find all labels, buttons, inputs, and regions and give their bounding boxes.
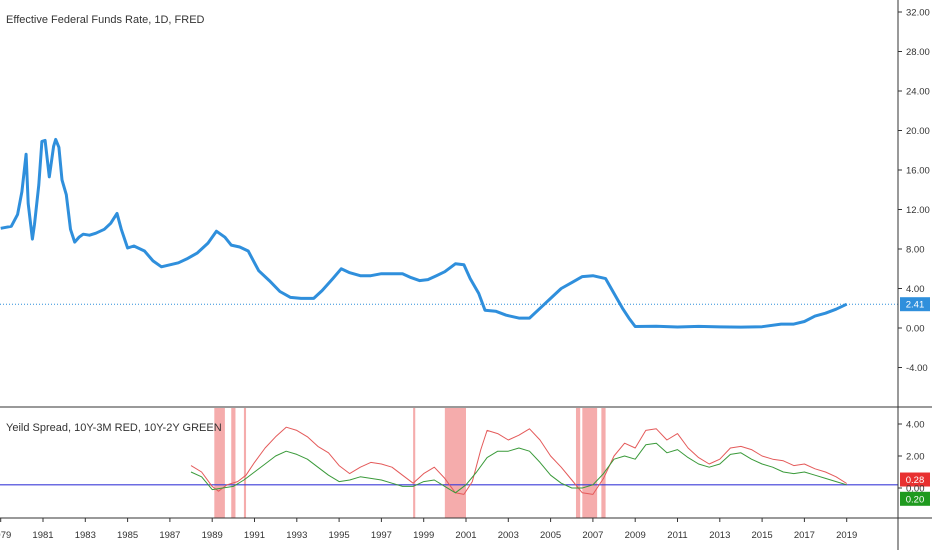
x-tick-label: 1985 — [117, 530, 138, 541]
inversion-shade — [243, 408, 247, 518]
inversion-shade — [575, 408, 581, 518]
spread-last-value-badge — [900, 472, 930, 487]
inversion-shade — [231, 408, 236, 518]
y-tick-label: 24.00 — [906, 87, 930, 98]
x-tick-label: 1983 — [75, 530, 96, 541]
inversion-shade — [601, 408, 606, 518]
x-tick-label: 1995 — [329, 530, 350, 541]
y-tick-label: 28.00 — [906, 47, 930, 58]
y-tick-label: 12.00 — [906, 205, 930, 216]
y-tick-label: 20.00 — [906, 126, 930, 137]
y-tick-label: 4.00 — [906, 284, 925, 295]
x-tick-label: 2003 — [498, 530, 519, 541]
y-tick-label: 16.00 — [906, 166, 930, 177]
x-tick-label: 2011 — [667, 530, 687, 541]
x-tick-label: 1981 — [32, 530, 53, 541]
y-tick-label: -4.00 — [906, 363, 928, 374]
indicator-title: Yeild Spread, 10Y-3M RED, 10Y-2Y GREEN — [6, 422, 222, 434]
y2-tick-label: 0.00 — [906, 484, 925, 495]
x-tick-label: 1979 — [0, 530, 11, 541]
x-tick-label: 1997 — [371, 530, 392, 541]
y2-tick-label: 2.00 — [906, 452, 925, 463]
x-tick-label: 1999 — [413, 530, 434, 541]
y-tick-label: 32.00 — [906, 8, 930, 19]
inversion-shade — [444, 408, 466, 518]
x-tick-label: 1991 — [244, 530, 265, 541]
x-tick-label: 2005 — [540, 530, 561, 541]
fed-funds-rate-line — [0, 137, 848, 329]
spread-last-value-badge — [900, 491, 930, 506]
last-value-text: 2.41 — [906, 300, 925, 311]
x-tick-label: 2019 — [836, 530, 857, 541]
x-tick-label: 2013 — [709, 530, 730, 541]
last-value-badge — [900, 297, 930, 312]
main-pane: 2.41 — [0, 137, 930, 329]
y-tick-label: 8.00 — [906, 245, 925, 256]
x-tick-label: 2007 — [582, 530, 603, 541]
inversion-shade — [582, 408, 598, 518]
spread-line-10y-2y — [190, 442, 847, 494]
spread-last-value-text: 0.28 — [906, 475, 925, 486]
x-tick-label: 2001 — [455, 530, 476, 541]
x-tick-label: 1993 — [286, 530, 307, 541]
x-tick-label: 2017 — [794, 530, 815, 541]
x-tick-label: 2015 — [752, 530, 773, 541]
x-tick-label: 1987 — [159, 530, 180, 541]
y-tick-label: 0.00 — [906, 324, 925, 335]
indicator-pane: 0.28 0.20 — [0, 408, 930, 518]
main-chart-title: Effective Federal Funds Rate, 1D, FRED — [6, 14, 205, 26]
spread-last-value-text: 0.20 — [906, 494, 925, 505]
x-tick-label: 1989 — [202, 530, 223, 541]
y2-tick-label: 4.00 — [906, 420, 925, 431]
inversion-shade — [413, 408, 416, 518]
inversion-shade — [214, 408, 225, 518]
x-tick-label: 2009 — [625, 530, 646, 541]
spread-line-10y-3m — [190, 426, 847, 495]
